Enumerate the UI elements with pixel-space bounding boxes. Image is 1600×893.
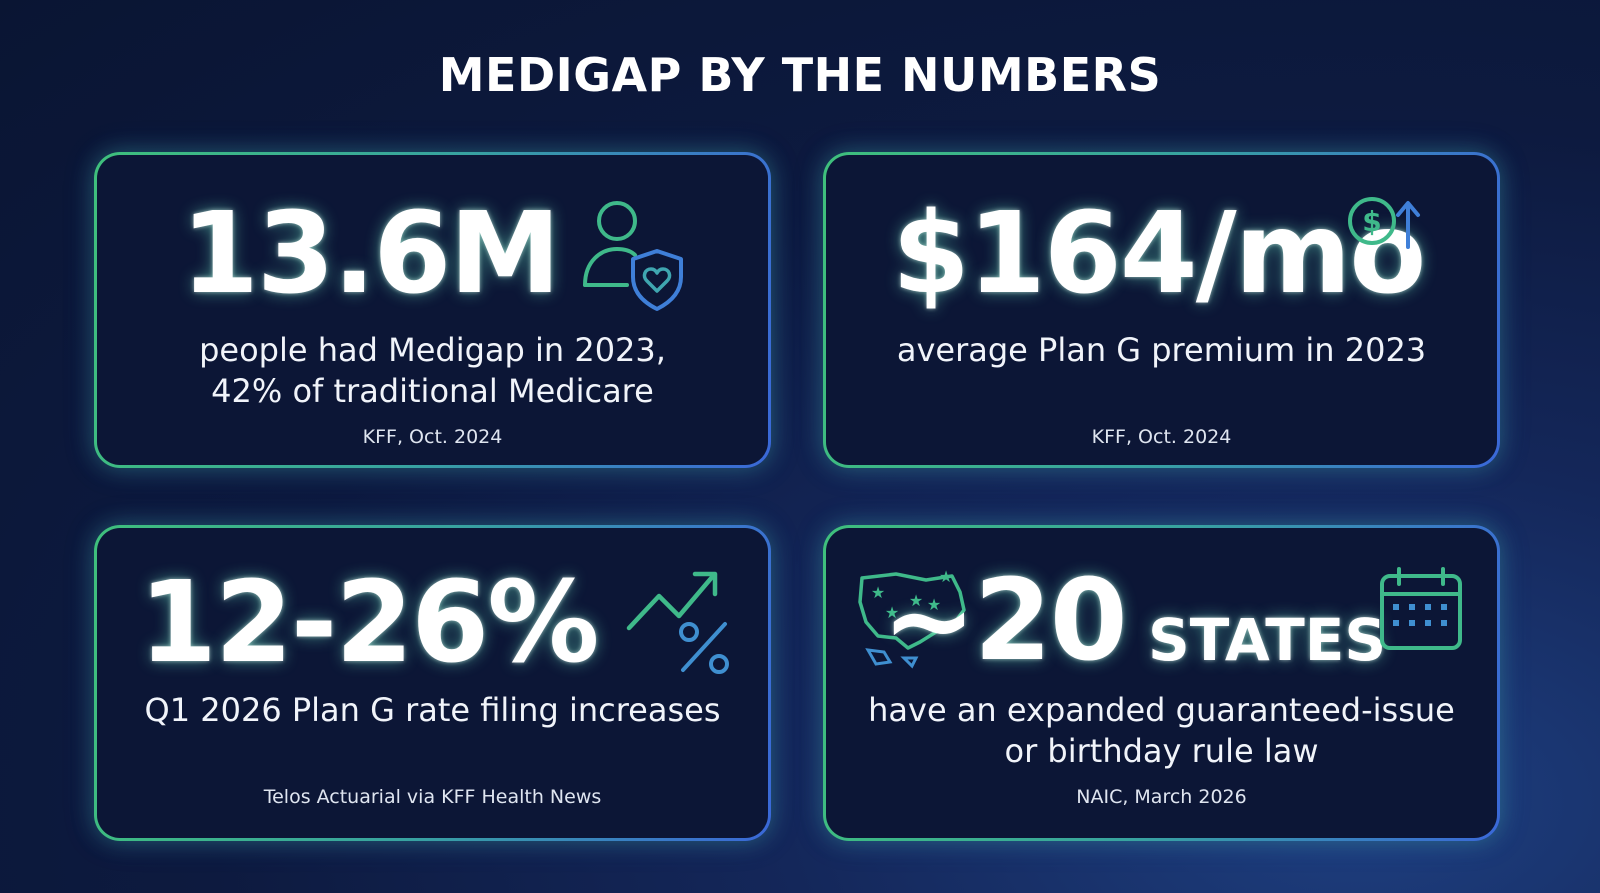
- stat-description-line1: average Plan G premium in 2023: [896, 331, 1427, 369]
- calendar-icon: [1380, 567, 1462, 650]
- stat-value: ~20: [882, 556, 1128, 686]
- stat-description-line2: 42% of traditional Medicare: [211, 372, 654, 410]
- svg-text:★: ★: [909, 591, 923, 610]
- svg-text:$: $: [1362, 205, 1381, 238]
- stat-description-line1: Q1 2026 Plan G rate filing increases: [144, 691, 721, 729]
- us-map-stars-icon: ★ ★ ★ ★ ★: [858, 567, 966, 669]
- stat-source: Telos Actuarial via KFF Health News: [263, 786, 602, 808]
- svg-text:★: ★: [871, 583, 885, 602]
- svg-text:★: ★: [927, 595, 941, 614]
- stat-description-line1: people had Medigap in 2023,: [199, 331, 666, 369]
- stat-description-line2: or birthday rule law: [1004, 732, 1319, 770]
- stat-value: $164/mo: [892, 189, 1426, 319]
- stat-card-plan-g-premium: $164/mo $ average Plan G premium in 2023…: [823, 152, 1500, 468]
- stat-source: KFF, Oct. 2024: [1091, 426, 1232, 448]
- dollar-up-arrow-icon: $: [1348, 197, 1420, 249]
- stat-source: KFF, Oct. 2024: [362, 426, 503, 448]
- stat-card-birthday-rule-states: ★ ★ ★ ★ ★ ~20 STATES have an expanded gu…: [823, 525, 1500, 841]
- svg-text:★: ★: [939, 567, 953, 586]
- person-shield-heart-icon: [583, 201, 683, 311]
- stat-source: NAIC, March 2026: [1076, 786, 1247, 808]
- stat-card-rate-increases: 12-26% Q1 2026 Plan G rate filing increa…: [94, 525, 771, 841]
- stat-card-medigap-enrollment: 13.6M people had Medigap in 2023, 42% of…: [94, 152, 771, 468]
- trend-up-percent-icon: [626, 571, 729, 674]
- svg-text:★: ★: [885, 603, 899, 622]
- stat-description-line1: have an expanded guaranteed-issue: [868, 691, 1455, 729]
- stat-value-suffix: STATES: [1148, 606, 1387, 674]
- stat-value: 13.6M: [181, 189, 561, 319]
- stat-value: 12-26%: [139, 558, 599, 688]
- page-title: MEDIGAP BY THE NUMBERS: [438, 48, 1162, 102]
